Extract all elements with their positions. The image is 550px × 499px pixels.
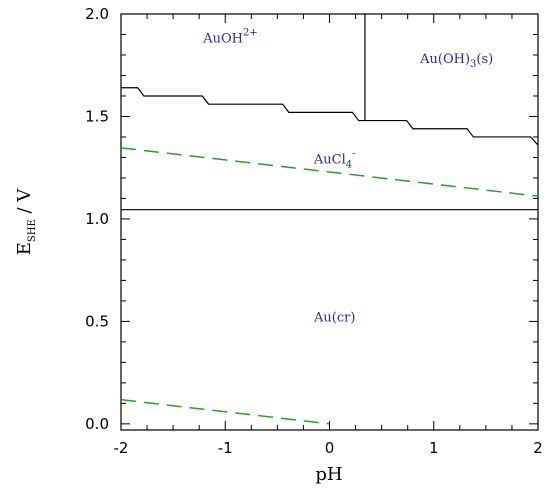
x-tick-label: 1 (429, 439, 439, 457)
plot-frame (120, 13, 539, 431)
x-tick-label: -1 (218, 439, 233, 457)
y-axis-title-main: E (14, 242, 35, 255)
y-tick-label: 1.5 (85, 107, 109, 125)
hydrogen-line (120, 398, 330, 425)
svg-text:ESHE / V: ESHE / V (14, 188, 38, 256)
y-axis-title-sub: SHE (27, 219, 38, 242)
region-label-auoh2: AuOH2+ (202, 28, 258, 47)
region-label-auoh3: Au(OH)3(s) (419, 52, 493, 70)
y-tick-label: 2.0 (85, 5, 109, 23)
region-label-aucl4: AuCl4- (313, 149, 356, 171)
oxygen-line (120, 147, 539, 197)
region-label-aucr: Au(cr) (313, 310, 355, 325)
y-axis: 0.0 0.5 1.0 1.5 2.0 (85, 5, 538, 433)
x-tick-label: -2 (114, 439, 129, 457)
y-tick-label: 1.0 (85, 210, 109, 228)
plot-content: AuOH2+ Au(OH)3(s) AuCl4- Au(cr) (120, 14, 539, 425)
y-tick-label: 0.0 (85, 415, 109, 433)
y-tick-label: 0.5 (85, 312, 109, 330)
x-axis-title: pH (315, 464, 342, 485)
x-tick-label: 2 (533, 439, 543, 457)
y-axis-title-unit: / V (14, 188, 35, 220)
upper-stepped-boundary (121, 87, 539, 146)
x-tick-label: 0 (325, 439, 335, 457)
x-axis: -2 -1 0 1 2 (114, 14, 543, 457)
y-axis-title: ESHE / V (14, 188, 38, 256)
